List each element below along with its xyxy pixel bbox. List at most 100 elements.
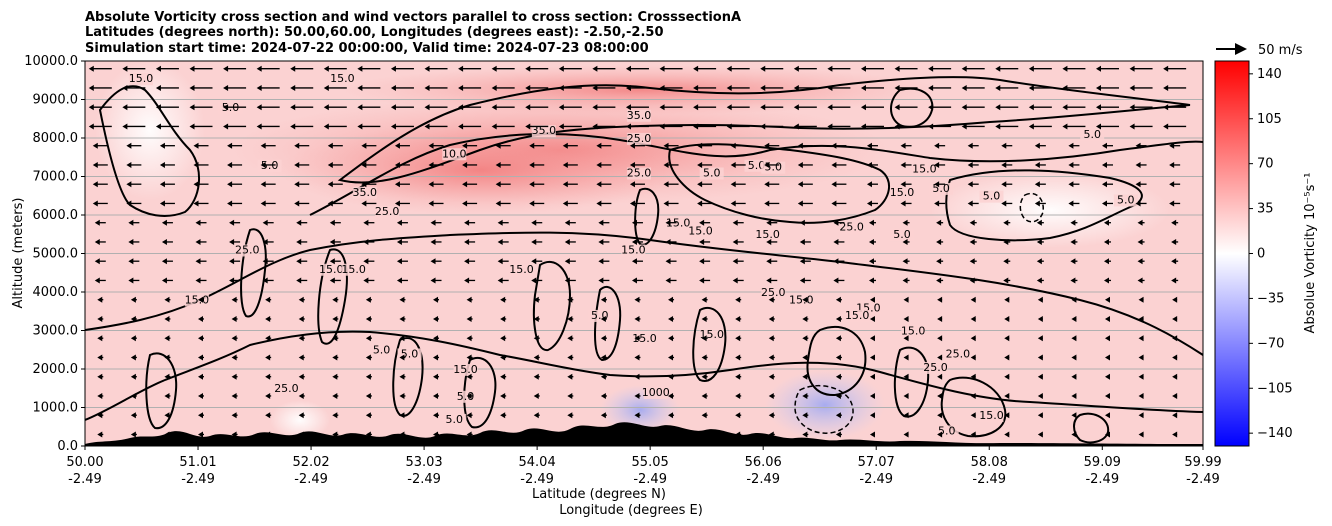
wind-vector-head — [860, 65, 866, 72]
wind-vector-head — [699, 238, 705, 245]
wind-vector-head — [128, 258, 134, 265]
wind-vector-head — [995, 104, 1001, 111]
wind-vector-head — [1003, 238, 1009, 245]
wind-vector-head — [668, 412, 674, 419]
wind-vector-head — [464, 219, 470, 226]
wind-vector-head — [937, 412, 943, 419]
vorticity-negative-region — [765, 370, 885, 440]
wind-vector-head — [231, 373, 237, 380]
wind-vector-head — [1062, 123, 1068, 130]
wind-vector-head — [529, 142, 535, 149]
contour-label: 25.0 — [946, 347, 971, 360]
wind-vector-head — [189, 123, 195, 130]
contour-label: 15.0 — [185, 294, 210, 307]
wind-vector-head — [332, 412, 338, 419]
wind-vector-head — [529, 161, 535, 168]
wind-vector-head — [928, 84, 934, 91]
wind-vector-head — [296, 277, 302, 284]
wind-vector-head — [567, 354, 573, 361]
wind-vector-head — [697, 181, 703, 188]
wind-vector-head — [802, 373, 808, 380]
wind-vector-head — [764, 161, 770, 168]
wind-vector-head — [1037, 431, 1043, 438]
contour-label-bg — [761, 286, 786, 299]
wind-vector-head — [936, 258, 942, 265]
contour-label-bg — [369, 344, 394, 357]
wind-vector-head — [94, 277, 100, 284]
wind-vector-head — [296, 238, 302, 245]
wind-vector-head — [323, 65, 329, 72]
wind-vector-head — [531, 238, 537, 245]
wind-vector-head — [164, 315, 170, 322]
contour-label-bg — [755, 229, 780, 242]
wind-vector-head — [332, 296, 338, 303]
contour-label-bg — [442, 148, 467, 161]
wind-vector-head — [730, 161, 736, 168]
wind-vector-head — [869, 354, 875, 361]
wind-vector-head — [428, 142, 434, 149]
wind-vector-head — [928, 104, 934, 111]
wind-vector-head — [766, 258, 772, 265]
wind-vector-head — [1068, 181, 1074, 188]
wind-vector-head — [1095, 84, 1101, 91]
wind-vector-head — [701, 296, 707, 303]
wind-vector-head — [1071, 335, 1077, 342]
contour-label-bg — [621, 244, 646, 257]
wind-vector-head — [835, 373, 841, 380]
wind-vector-head — [596, 200, 602, 207]
wind-vector-head — [462, 142, 468, 149]
wind-vector-head — [659, 123, 665, 130]
wind-vector-head — [831, 181, 837, 188]
wind-vector-head — [357, 65, 363, 72]
contour-label-bg — [235, 244, 260, 257]
wind-vector-head — [1037, 335, 1043, 342]
wind-vector-head — [1104, 354, 1110, 361]
wind-vector-head — [357, 84, 363, 91]
wind-vector-head — [227, 200, 233, 207]
wind-vector-head — [600, 392, 606, 399]
wind-vector-head — [835, 431, 841, 438]
wind-vector-head — [193, 161, 199, 168]
contour-label-bg — [531, 125, 556, 138]
wind-vector-head — [835, 354, 841, 361]
wind-vector-head — [164, 412, 170, 419]
wind-vector-head — [1171, 238, 1177, 245]
wind-vector-head — [189, 65, 195, 72]
wind-vector-head — [797, 181, 803, 188]
wind-vector-head — [1004, 373, 1010, 380]
wind-vector-head — [327, 181, 333, 188]
wind-vector-head — [936, 219, 942, 226]
wind-vector-head — [1070, 277, 1076, 284]
wind-vector-head — [970, 412, 976, 419]
wind-vector-head — [697, 200, 703, 207]
wind-vector-head — [1071, 431, 1077, 438]
wind-vector-head — [961, 65, 967, 72]
contour-label: 15.0 — [453, 363, 478, 376]
wind-vector-head — [296, 258, 302, 265]
wind-vector-head — [900, 200, 906, 207]
wind-vector-head — [231, 315, 237, 322]
wind-vector-head — [462, 181, 468, 188]
wind-vector-head — [835, 392, 841, 399]
wind-vector-head — [500, 354, 506, 361]
contour-small-4 — [240, 228, 267, 318]
quiver-key-label: 50 m/s — [1258, 43, 1303, 58]
wind-vector-head — [665, 277, 671, 284]
wind-vectors — [88, 65, 1187, 438]
wind-vector-head — [1071, 412, 1077, 419]
contour-label: 10.0 — [442, 147, 467, 160]
wind-vector-head — [903, 431, 909, 438]
colorbar-tick-label: 0 — [1257, 247, 1265, 262]
contour-label: 1000 — [642, 386, 670, 399]
wind-vector-head — [428, 200, 434, 207]
wind-vector-head — [525, 123, 531, 130]
wind-vector-head — [1104, 373, 1110, 380]
wind-vector-head — [323, 123, 329, 130]
wind-vector-head — [967, 142, 973, 149]
wind-vector-head — [529, 181, 535, 188]
wind-vector-head — [1103, 238, 1109, 245]
wind-vector-head — [592, 104, 598, 111]
wind-vector-head — [634, 335, 640, 342]
wind-vector-head — [735, 354, 741, 361]
wind-vector-head — [290, 104, 296, 111]
